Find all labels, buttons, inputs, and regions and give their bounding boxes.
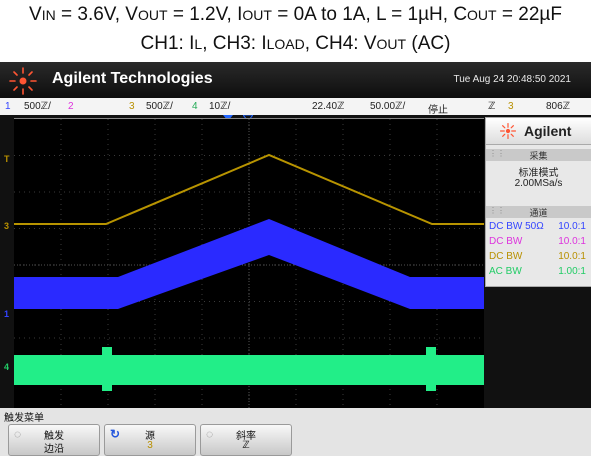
- trigger-source[interactable]: 3: [508, 101, 514, 112]
- trigger-source-softkey[interactable]: ↻ 源 3: [104, 424, 196, 456]
- agilent-spark-logo-icon: [500, 123, 516, 139]
- date-time: Tue Aug 24 20:48:50 2021: [453, 74, 571, 85]
- timebase[interactable]: 50.00ℤ/: [370, 101, 406, 112]
- channel-row: DC BW 10.0:1: [486, 236, 591, 248]
- acquisition-mode: 标准模式: [518, 168, 559, 179]
- channel-coupling: AC BW: [489, 266, 522, 277]
- channel-coupling: DC BW: [489, 251, 523, 262]
- ch4-transient-rise: [102, 347, 112, 391]
- ch4-vout-band: [14, 355, 484, 385]
- waveform-plot: [14, 119, 484, 411]
- waveform-display: [14, 118, 484, 411]
- ch2-number[interactable]: 2: [68, 101, 74, 112]
- ch3-load-current-trace: [14, 153, 484, 225]
- ch1-scale[interactable]: 500ℤ/: [24, 101, 51, 112]
- softkey-label: 源: [145, 431, 155, 442]
- status-bar: 1 500ℤ/ 2 3 500ℤ/ 4 10ℤ/ 22.40ℤ 50.00ℤ/ …: [0, 98, 591, 116]
- conditions-caption: VIN = 3.6V, VOUT = 1.2V, IOUT = 0A to 1A…: [29, 4, 562, 25]
- time-offset[interactable]: 22.40ℤ: [312, 101, 345, 112]
- trigger-edge-icon: ℤ: [488, 101, 496, 112]
- ch4-scale[interactable]: 10ℤ/: [209, 101, 231, 112]
- knob-icon: ◌: [206, 427, 214, 441]
- info-panel: Agilent ⋮⋮ 采集 标准模式 2.00MSa/s ⋮⋮ 通道 DC BW 5…: [485, 117, 591, 287]
- ch1-inductor-current-band: [14, 219, 484, 309]
- softkey-value: 边沿: [44, 444, 64, 455]
- menu-title: 触发菜单: [4, 413, 44, 424]
- ch4-number[interactable]: 4: [192, 101, 198, 112]
- channel-coupling: DC BW 50Ω: [489, 221, 544, 232]
- ch3-scale[interactable]: 500ℤ/: [146, 101, 173, 112]
- probe-ratio: 10.0:1: [558, 251, 586, 262]
- trigger-slope-softkey[interactable]: ◌ 斜率 ℤ: [200, 424, 292, 456]
- ch3-number[interactable]: 3: [129, 101, 135, 112]
- rotate-knob-icon: ↻: [110, 427, 121, 441]
- ch4-ground-marker[interactable]: 4: [4, 362, 10, 372]
- channel-header: ⋮⋮ 通道: [486, 206, 591, 218]
- ch3-ground-marker[interactable]: 3: [4, 221, 10, 231]
- softkey-value: 3: [147, 440, 153, 451]
- channel-row: DC BW 50Ω 10.0:1: [486, 221, 591, 233]
- channel-row: AC BW 1.00:1: [486, 266, 591, 278]
- run-state[interactable]: 停止: [428, 105, 448, 116]
- trigger-type-softkey[interactable]: ◌ 触发 边沿: [8, 424, 100, 456]
- panel-brand-name: Agilent: [524, 123, 572, 139]
- channel-coupling: DC BW: [489, 236, 523, 247]
- softkey-label: 触发: [44, 431, 64, 442]
- knob-icon: ◌: [14, 427, 22, 441]
- sample-rate: 2.00MSa/s: [514, 178, 563, 189]
- softkey-label: 斜率: [236, 431, 256, 442]
- ch4-transient-fall: [426, 347, 436, 391]
- trigger-level[interactable]: 806ℤ: [546, 101, 571, 112]
- title-bar: Agilent Technologies Tue Aug 24 20:48:50…: [0, 62, 591, 98]
- trigger-menu-bar: 触发菜单 ◌ 触发 边沿 ↻ 源 3 ◌ 斜率 ℤ: [0, 408, 591, 456]
- panel-brand: Agilent: [486, 118, 591, 145]
- channel-caption: CH1: IL, CH3: ILOAD, CH4: VOUT (AC): [140, 33, 451, 54]
- ch1-ground-marker[interactable]: 1: [4, 309, 10, 319]
- acquisition-header: ⋮⋮ 采集: [486, 149, 591, 161]
- probe-ratio: 10.0:1: [558, 236, 586, 247]
- brand-name: Agilent Technologies: [52, 70, 213, 87]
- ch1-number[interactable]: 1: [5, 101, 11, 112]
- agilent-spark-logo-icon: [9, 67, 37, 95]
- channel-row: DC BW 10.0:1: [486, 251, 591, 263]
- probe-ratio: 10.0:1: [558, 221, 586, 232]
- probe-ratio: 1.00:1: [558, 266, 586, 277]
- softkey-value: ℤ: [242, 440, 250, 451]
- trigger-level-marker[interactable]: T: [4, 154, 10, 164]
